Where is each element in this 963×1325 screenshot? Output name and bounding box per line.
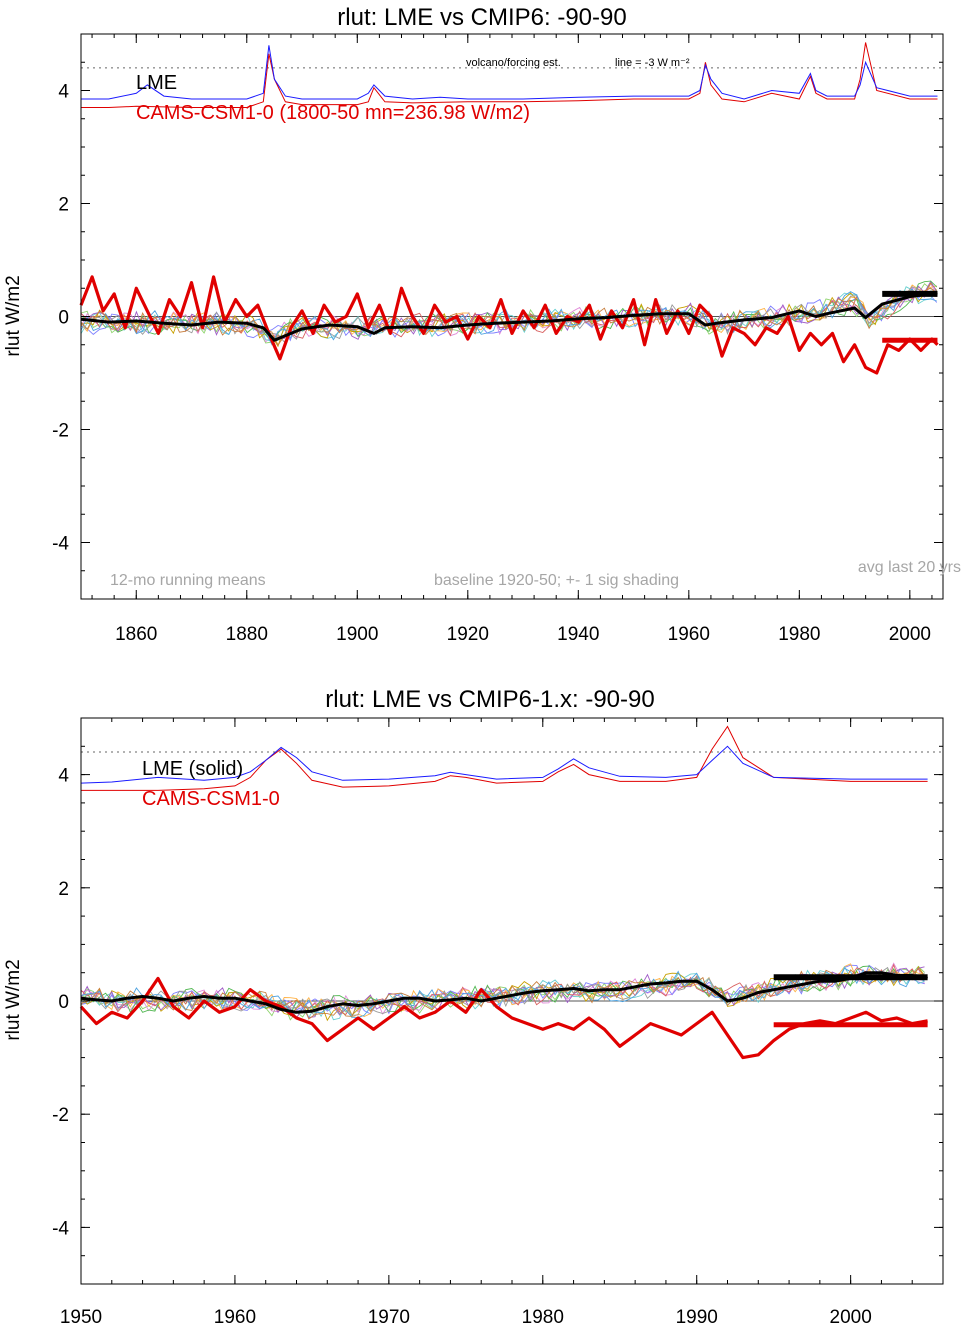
- ensemble-member-line: [80, 963, 925, 1015]
- x-tick-label: 1980: [522, 1307, 564, 1325]
- lme-mean-line: [80, 971, 928, 1014]
- y-tick-label: 4: [58, 766, 69, 787]
- y-tick-label: 2: [58, 195, 69, 216]
- chart-title: rlut: LME vs CMIP6-1.x: -90-90: [325, 686, 654, 713]
- y-tick-label: -4: [52, 534, 69, 555]
- x-tick-label: 1990: [676, 1307, 718, 1325]
- forcing-line-note: line = -3 W m⁻²: [615, 57, 690, 69]
- forcing-model-line: [81, 42, 938, 108]
- y-tick-label: 0: [58, 992, 69, 1013]
- lme-mean-line: [80, 291, 938, 342]
- y-tick-label: 4: [58, 82, 69, 103]
- x-tick-label: 1950: [60, 1307, 102, 1325]
- ensemble-member-line: [80, 967, 925, 1018]
- legend-label-lme: LME (solid): [142, 758, 243, 780]
- legend-label-lme: LME: [136, 72, 177, 94]
- x-tick-label: 1980: [778, 624, 820, 645]
- x-tick-label: 1960: [214, 1307, 256, 1325]
- x-tick-label: 1920: [447, 624, 489, 645]
- y-axis-label: rlut W/m2: [3, 275, 24, 356]
- chart-title: rlut: LME vs CMIP6: -90-90: [337, 4, 626, 31]
- plot-area: [79, 42, 943, 375]
- y-tick-label: 2: [58, 879, 69, 900]
- model-series-line: [79, 976, 928, 1060]
- y-tick-label: -2: [52, 421, 69, 442]
- x-tick-label: 1900: [336, 624, 378, 645]
- axis-ticks: 1860 1880 1900 1920 1940 1960 1980 2000 -4 -2 0 2 4: [52, 33, 943, 645]
- x-tick-label: 1880: [226, 624, 268, 645]
- ensemble-member-line: [80, 964, 925, 1016]
- legend-label-model: CAMS-CSM1-0: [142, 788, 280, 810]
- baseline-note: baseline 1920-50; +- 1 sig shading: [434, 572, 679, 589]
- y-tick-label: -4: [52, 1218, 69, 1239]
- x-tick-label: 1860: [115, 624, 157, 645]
- x-tick-label: 1940: [557, 624, 599, 645]
- forcing-lme-line: [80, 745, 928, 784]
- x-tick-label: 2000: [889, 624, 931, 645]
- y-axis-label: rlut W/m2: [3, 959, 24, 1040]
- chart-panel-bottom: rlut: LME vs CMIP6-1.x: -90-90 rlut W/m2…: [3, 686, 944, 1325]
- forcing-lme-line: [81, 45, 938, 100]
- axis-ticks: 1950 1960 1970 1980 1990 2000 -4 -2 0 2 4: [52, 717, 944, 1325]
- y-tick-label: -2: [52, 1105, 69, 1126]
- chart-panel-top: rlut: LME vs CMIP6: -90-90 rlut W/m2 186…: [3, 4, 961, 645]
- legend-label-model: CAMS-CSM1-0 (1800-50 mn=236.98 W/m2): [136, 102, 530, 124]
- forcing-note: volcano/forcing est.: [466, 57, 561, 69]
- x-tick-label: 1970: [368, 1307, 410, 1325]
- avg-last-20-note: avg last 20 yrs: [858, 559, 961, 576]
- y-tick-label: 0: [58, 308, 69, 329]
- x-tick-label: 1960: [668, 624, 710, 645]
- plot-area: [79, 725, 943, 1060]
- x-tick-label: 2000: [830, 1307, 872, 1325]
- running-means-note: 12-mo running means: [110, 572, 266, 589]
- forcing-model-line: [81, 725, 928, 791]
